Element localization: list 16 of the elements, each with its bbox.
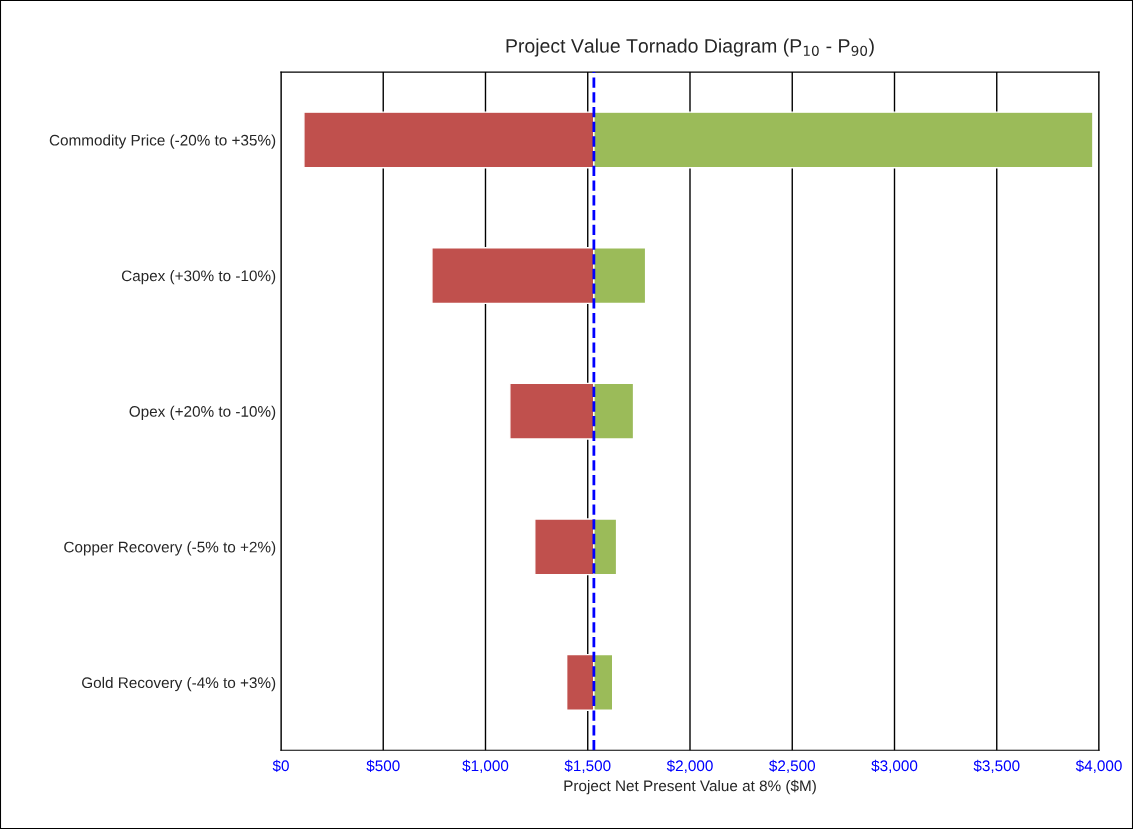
x-tick-label: $3,500 <box>973 759 1020 773</box>
y-tick-label: Commodity Price (-20% to +35%) <box>49 134 276 149</box>
x-tick-label: $500 <box>366 759 400 773</box>
y-tick-label: Capex (+30% to -10%) <box>121 270 276 285</box>
y-tick-label: Copper Recovery (-5% to +2%) <box>64 541 276 556</box>
y-tick-label: Opex (+20% to -10%) <box>129 405 276 420</box>
y-tick-label: Gold Recovery (-4% to +3%) <box>82 676 276 692</box>
x-tick-label: $0 <box>272 759 289 773</box>
x-tick-label: $4,000 <box>1075 759 1122 773</box>
x-tick-label: $2,000 <box>666 759 713 773</box>
x-tick-label: $3,000 <box>871 759 918 773</box>
x-tick-label: $1,000 <box>462 759 509 773</box>
x-axis-title: Project Net Present Value at 8% ($M) <box>564 779 816 795</box>
x-tick-label: $1,500 <box>564 759 611 773</box>
x-tick-label: $2,500 <box>769 759 816 773</box>
chart-title: Project Value Tornado Diagram (P$_{10}$ - P$_{90}$) <box>506 38 874 57</box>
